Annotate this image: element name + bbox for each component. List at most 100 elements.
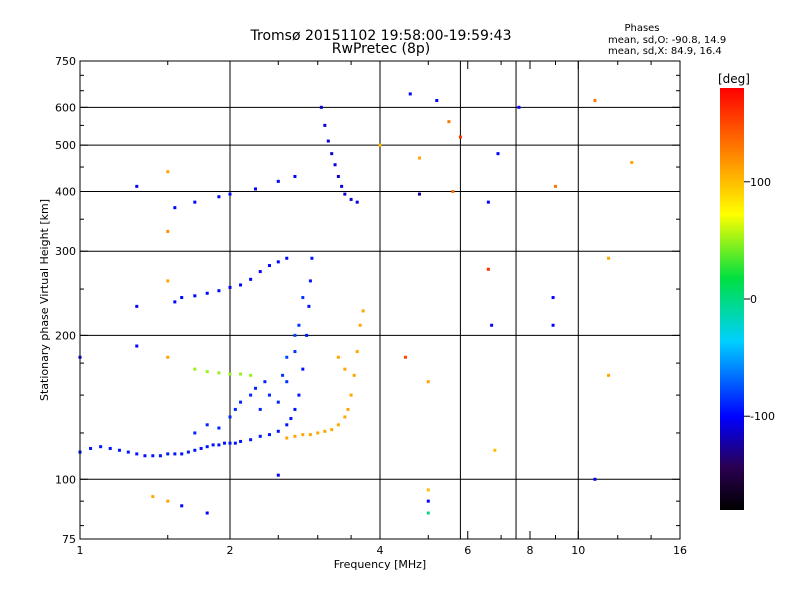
x-axis-ticks: 1 2 4 6 8 10 16 [77, 61, 687, 557]
data-point-5-5 [249, 373, 253, 377]
data-point-4-7 [249, 277, 253, 281]
data-point-0-20 [228, 441, 232, 445]
data-point-6-4 [228, 192, 232, 196]
data-point-5-3 [228, 372, 232, 376]
y-tick-label-5: 500 [55, 139, 76, 152]
data-point-2-3 [308, 433, 312, 437]
chart-title: Tromsø 20151102 19:58:00-19:59:43 [250, 28, 512, 44]
data-point-5-2 [217, 371, 221, 375]
data-point-4-5 [228, 285, 232, 289]
data-point-6-18 [451, 189, 455, 193]
data-point-6-30 [166, 355, 170, 359]
data-point-6-25 [403, 355, 407, 359]
x-tick-label-6: 16 [673, 544, 687, 557]
data-point-6-14 [417, 156, 421, 160]
data-point-6-16 [553, 184, 557, 188]
data-point-6-38 [426, 511, 430, 515]
x-tick-label-3: 6 [464, 544, 471, 557]
data-point-1-18 [293, 333, 297, 337]
data-point-6-28 [166, 229, 170, 233]
data-point-6-46 [607, 256, 611, 260]
data-point-1-3 [228, 415, 232, 419]
data-point-2-5 [323, 429, 327, 433]
data-point-5-4 [239, 372, 243, 376]
data-point-0-9 [158, 454, 162, 458]
data-point-6-17 [630, 160, 634, 164]
data-point-6-39 [151, 495, 155, 499]
data-point-2-16 [343, 367, 347, 371]
data-point-0-14 [193, 448, 197, 452]
data-point-6-6 [276, 179, 280, 183]
x-tick-label-0: 1 [77, 544, 84, 557]
data-point-0-10 [166, 452, 170, 456]
colorbar [720, 88, 744, 510]
x-tick-label-2: 4 [377, 544, 384, 557]
data-point-1-14 [293, 350, 297, 354]
y-tick-label-3: 300 [55, 245, 76, 258]
y-tick-label-7: 750 [55, 55, 76, 68]
data-point-0-32 [305, 333, 309, 337]
data-point-1-11 [276, 400, 280, 404]
data-point-0-27 [285, 423, 289, 427]
y-tick-label-6: 600 [55, 101, 76, 114]
x-tick-label-1: 2 [227, 544, 234, 557]
data-point-1-15 [297, 323, 301, 327]
data-point-4-8 [258, 270, 262, 274]
colorbar-label: [deg] [718, 72, 750, 86]
data-point-0-16 [205, 445, 209, 449]
data-point-4-11 [285, 256, 289, 260]
data-point-1-6 [249, 393, 253, 397]
data-point-1-1 [205, 423, 209, 427]
data-point-3-6 [340, 184, 344, 188]
data-point-0-21 [233, 441, 237, 445]
data-point-6-45 [607, 373, 611, 377]
data-point-0-34 [308, 279, 312, 283]
data-point-3-4 [333, 163, 337, 167]
data-point-3-5 [336, 174, 340, 178]
data-point-1-12 [281, 373, 285, 377]
data-point-2-14 [361, 309, 365, 313]
data-point-2-9 [346, 407, 350, 411]
data-point-1-9 [263, 380, 267, 384]
data-point-6-3 [217, 195, 221, 199]
data-point-0-25 [267, 433, 271, 437]
data-point-0-4 [117, 448, 121, 452]
data-point-0-18 [217, 443, 221, 447]
data-point-6-26 [426, 380, 430, 384]
data-point-6-41 [180, 504, 184, 508]
data-point-6-13 [378, 143, 382, 147]
data-point-0-13 [186, 450, 190, 454]
data-point-2-13 [358, 323, 362, 327]
data-point-6-1 [173, 206, 177, 210]
phase-legend-o: mean, sd,O: -90.8, 14.9 [608, 35, 726, 46]
data-point-0-8 [151, 454, 155, 458]
data-point-6-0 [135, 184, 139, 188]
data-point-1-7 [253, 386, 257, 390]
colorbar-tick-label-0: 100 [750, 176, 771, 189]
colorbar-tick-label-1: 0 [750, 293, 757, 306]
data-point-0-2 [99, 445, 103, 449]
data-point-6-15 [496, 152, 500, 156]
data-point-3-2 [326, 139, 330, 143]
data-point-0-24 [258, 434, 262, 438]
phase-legend-title: Phases [624, 23, 659, 34]
data-point-1-10 [267, 393, 271, 397]
data-point-6-2 [193, 200, 197, 204]
data-point-4-10 [276, 260, 280, 264]
data-point-0-6 [135, 452, 139, 456]
data-point-0-1 [89, 446, 93, 450]
data-point-0-31 [301, 367, 305, 371]
data-point-6-37 [426, 499, 430, 503]
y-tick-label-2: 200 [55, 329, 76, 342]
y-axis-label: Stationary phase Virtual Height [km] [38, 199, 51, 401]
data-point-3-8 [349, 197, 353, 201]
data-point-1-16 [301, 296, 305, 300]
data-point-6-19 [417, 192, 421, 196]
y-tick-label-1: 100 [55, 473, 76, 486]
data-point-0-7 [143, 454, 147, 458]
data-point-6-42 [205, 511, 209, 515]
data-point-6-21 [486, 267, 490, 271]
data-point-6-43 [276, 473, 280, 477]
data-point-0-15 [199, 446, 203, 450]
